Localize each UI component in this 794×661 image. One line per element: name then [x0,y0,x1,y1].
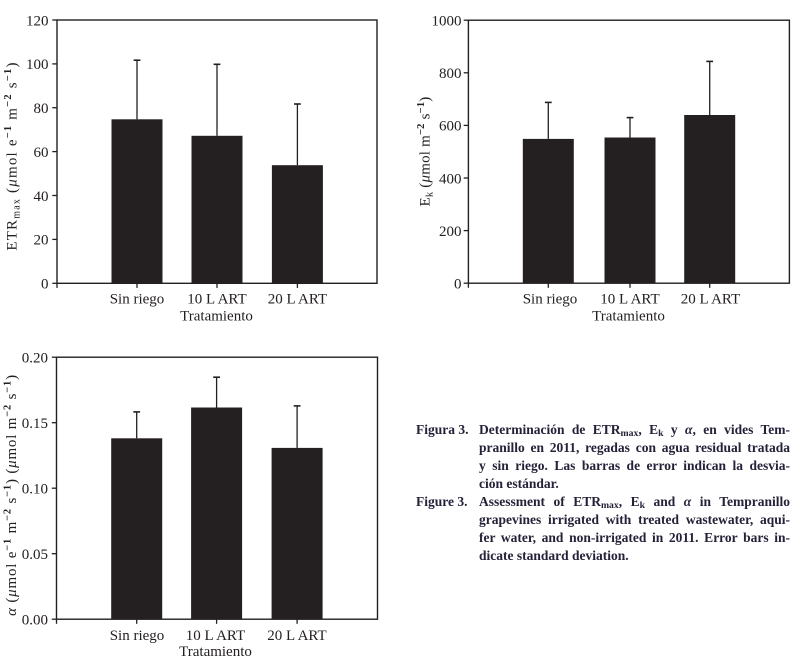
svg-text:600: 600 [439,119,462,135]
svg-text:800: 800 [439,66,462,82]
svg-text:20 L ART: 20 L ART [267,628,326,644]
svg-text:0.00: 0.00 [22,613,48,629]
svg-text:Ek (μmol m−2 s−1): Ek (μmol m−2 s−1) [416,97,436,207]
svg-text:0.05: 0.05 [22,547,48,563]
svg-text:Sin riego: Sin riego [523,291,578,307]
svg-text:40: 40 [34,189,49,205]
svg-text:60: 60 [34,145,49,161]
svg-text:10 L ART: 10 L ART [600,291,659,307]
svg-text:Tratamiento: Tratamiento [179,644,252,660]
svg-text:Tratamiento: Tratamiento [592,308,665,324]
svg-text:200: 200 [439,224,462,240]
svg-text:10 L ART: 10 L ART [187,291,246,307]
svg-text:0.15: 0.15 [22,416,48,432]
svg-text:80: 80 [34,101,49,117]
svg-text:0: 0 [41,277,49,293]
svg-text:10 L ART: 10 L ART [186,628,245,644]
svg-text:Sin riego: Sin riego [110,628,165,644]
svg-text:0.20: 0.20 [22,351,48,367]
svg-text:1000: 1000 [432,14,462,30]
svg-text:0.10: 0.10 [22,482,48,498]
svg-text:100: 100 [26,57,49,73]
svg-text:Tratamiento: Tratamiento [180,308,253,324]
svg-text:20 L ART: 20 L ART [681,291,740,307]
svg-text:0: 0 [454,277,462,293]
svg-text:120: 120 [26,13,49,29]
svg-text:20 L ART: 20 L ART [268,291,327,307]
svg-text:α (μmol e−1 m−2 s−1) (μmol m−2: α (μmol e−1 m−2 s−1) (μmol m−2 s−1) [3,374,21,616]
svg-text:20: 20 [34,233,49,249]
svg-text:ETRmax (μmol e−1 m−2 s−1): ETRmax (μmol e−1 m−2 s−1) [3,61,23,250]
svg-text:Sin riego: Sin riego [110,291,165,307]
svg-text:400: 400 [439,171,462,187]
